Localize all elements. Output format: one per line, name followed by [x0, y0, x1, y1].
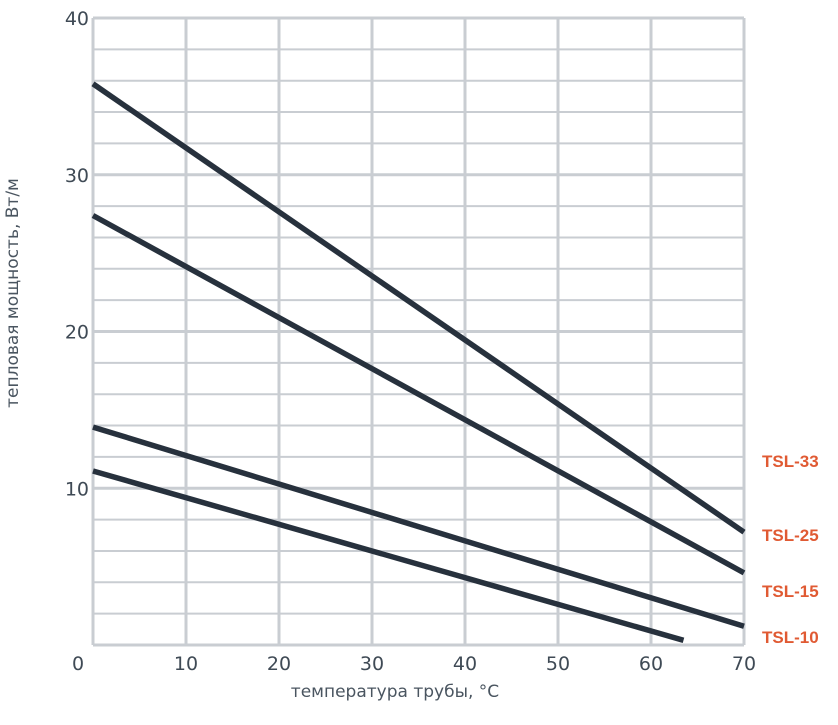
x-tick-label: 0 — [72, 653, 84, 675]
series-label-tsl-15: TSL-15 — [762, 582, 819, 601]
x-tick-label: 30 — [360, 653, 384, 675]
chart-axes — [91, 18, 744, 647]
series-line-tsl-15 — [92, 424, 745, 629]
x-tick-label: 70 — [732, 653, 756, 675]
chart-series — [91, 81, 746, 643]
x-tick-label: 60 — [639, 653, 663, 675]
x-tick-label: 40 — [453, 653, 477, 675]
x-tick-label: 20 — [267, 653, 291, 675]
x-tick-label: 50 — [546, 653, 570, 675]
chart-ticks: 0 10 20 30 40 50 60 70 10 20 30 40 — [65, 8, 756, 675]
series-line-tsl-10 — [92, 468, 685, 643]
y-axis-title: тепловая мощность, Вт/м — [3, 178, 23, 408]
series-label-tsl-33: TSL-33 — [762, 452, 819, 471]
series-label-tsl-10: TSL-10 — [762, 628, 819, 647]
y-tick-label: 30 — [65, 165, 89, 187]
x-tick-label: 10 — [174, 653, 198, 675]
series-label-tsl-25: TSL-25 — [762, 526, 819, 545]
series-line-tsl-25 — [91, 213, 746, 576]
x-axis-title: температура трубы, °С — [291, 682, 499, 702]
series-line-tsl-33 — [91, 81, 746, 535]
y-tick-label: 40 — [65, 8, 89, 30]
y-tick-label: 10 — [65, 478, 89, 500]
chart-grid — [93, 16, 746, 645]
y-tick-label: 20 — [65, 322, 89, 344]
chart-series-labels: TSL-33 TSL-25 TSL-15 TSL-10 — [762, 452, 819, 647]
